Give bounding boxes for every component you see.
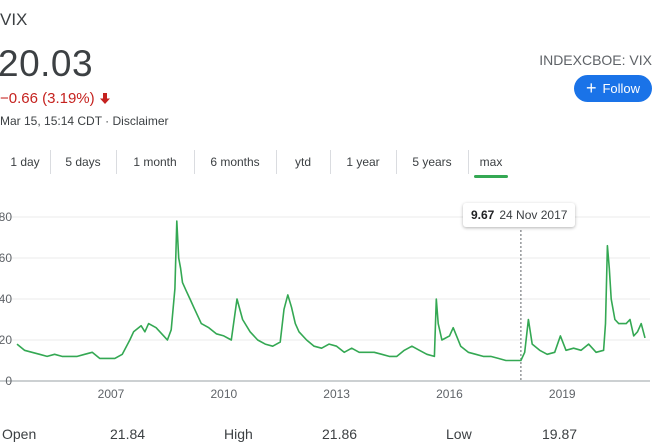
series-line <box>16 220 646 362</box>
stat-low-value: 19.87 <box>542 426 578 442</box>
quote-change: −0.66 (3.19%) <box>0 90 111 107</box>
stat-open-label: Open <box>2 426 37 442</box>
tab-max[interactable]: max <box>468 146 514 178</box>
y-axis-labels: 0 20 40 60 80 <box>0 210 12 388</box>
x-tick-label: 2019 <box>549 387 576 401</box>
tab-label: 1 month <box>133 155 177 169</box>
quote-price: 20.03 <box>0 43 94 84</box>
y-tick-label: 40 <box>0 292 12 306</box>
x-tick-label: 2016 <box>436 387 463 401</box>
stat-high-label: High <box>224 426 253 442</box>
tooltip-value: 9.67 <box>471 208 495 222</box>
y-tick-label: 60 <box>0 251 12 265</box>
chart-tooltip: 9.67 24 Nov 2017 <box>463 203 576 227</box>
stat-open-value: 21.84 <box>110 426 146 442</box>
change-text: −0.66 (3.19%) <box>0 90 95 107</box>
arrow-down-icon <box>99 93 110 104</box>
tooltip-date: 24 Nov 2017 <box>499 208 568 222</box>
chart-grid <box>0 216 650 382</box>
tab-1-year[interactable]: 1 year <box>330 146 396 178</box>
y-tick-label: 0 <box>5 374 12 388</box>
follow-button[interactable]: + Follow <box>574 75 652 102</box>
y-tick-label: 80 <box>0 210 12 224</box>
y-tick-label: 20 <box>0 333 12 347</box>
tab-1-month[interactable]: 1 month <box>116 146 194 178</box>
follow-label: Follow <box>602 81 641 96</box>
exchange-label: INDEXCBOE: VIX <box>539 52 652 68</box>
stat-high-value: 21.86 <box>322 426 358 442</box>
tab-label: 1 year <box>346 155 380 169</box>
tab-label: 6 months <box>210 155 260 169</box>
tab-1-day[interactable]: 1 day <box>0 146 50 178</box>
tab-6-months[interactable]: 6 months <box>194 146 276 178</box>
stats-row: Open 21.84 High 21.86 Low 19.87 <box>0 426 664 448</box>
tab-label: 5 years <box>412 155 452 169</box>
range-tabs: 1 day 5 days 1 month 6 months ytd 1 year… <box>0 146 514 178</box>
plus-icon: + <box>585 77 597 98</box>
x-axis-labels: 2007 2010 2013 2016 2019 <box>98 387 576 401</box>
x-tick-label: 2013 <box>323 387 350 401</box>
tab-label: ytd <box>294 155 311 169</box>
tab-5-years[interactable]: 5 years <box>396 146 468 178</box>
tab-label: max <box>479 155 503 169</box>
x-tick-label: 2007 <box>98 387 125 401</box>
stat-low-label: Low <box>446 426 472 442</box>
quote-symbol: VIX <box>0 10 28 29</box>
price-chart[interactable]: 0 20 40 60 80 2007 2010 2013 2016 2019 <box>0 196 664 412</box>
tab-label: 1 day <box>10 155 40 169</box>
quote-meta: Mar 15, 15:14 CDT · Disclaimer <box>0 114 169 128</box>
tab-5-days[interactable]: 5 days <box>50 146 116 178</box>
x-tick-label: 2010 <box>210 387 237 401</box>
tab-ytd[interactable]: ytd <box>276 146 330 178</box>
tab-label: 5 days <box>65 155 101 169</box>
